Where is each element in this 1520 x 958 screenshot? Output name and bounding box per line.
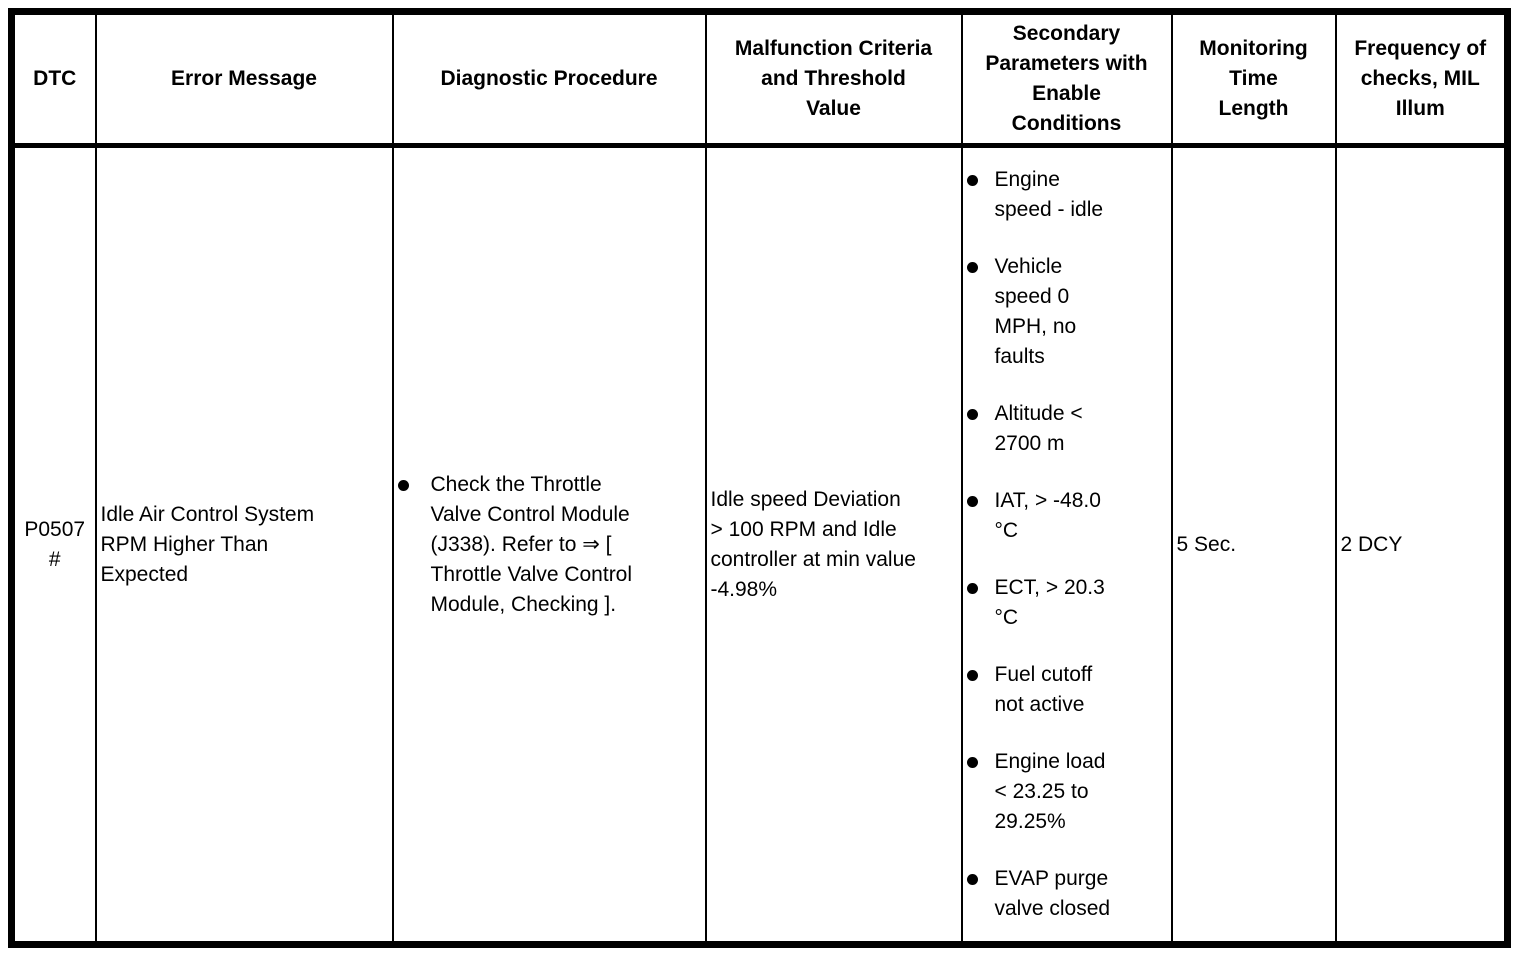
list-item: IAT, > -48.0 °C bbox=[966, 486, 1167, 546]
list-item: Check the Throttle Valve Control Module … bbox=[397, 470, 701, 620]
secondary-parameters-list: Engine speed - idle Vehicle speed 0 MPH,… bbox=[966, 165, 1167, 924]
bullet-icon bbox=[966, 409, 978, 420]
bullet-icon bbox=[966, 874, 978, 885]
dtc-code: P0507 # bbox=[24, 517, 86, 571]
column-header-monitoring-time: Monitoring Time Length bbox=[1170, 10, 1337, 148]
list-item: ECT, > 20.3 °C bbox=[966, 573, 1167, 633]
list-item: Engine load < 23.25 to 29.25% bbox=[966, 747, 1167, 837]
column-header-frequency: Frequency of checks, MIL Illum bbox=[1334, 10, 1509, 148]
list-item: EVAP purge valve closed bbox=[966, 864, 1167, 924]
secondary-parameter-text: Fuel cutoff not active bbox=[994, 663, 1093, 716]
table-row: P0507 # Idle Air Control System RPM High… bbox=[10, 144, 1509, 946]
list-item: Altitude < 2700 m bbox=[966, 399, 1167, 459]
bullet-icon bbox=[966, 496, 978, 507]
diagnostic-procedure-cell: Check the Throttle Valve Control Module … bbox=[391, 144, 707, 946]
secondary-parameters-cell: Engine speed - idle Vehicle speed 0 MPH,… bbox=[960, 144, 1173, 946]
error-message-cell: Idle Air Control System RPM Higher Than … bbox=[94, 144, 394, 946]
bullet-icon bbox=[966, 262, 978, 273]
diagnostic-procedure-text: Check the Throttle Valve Control Module … bbox=[430, 472, 633, 616]
frequency-cell: 2 DCY bbox=[1334, 144, 1509, 946]
bullet-icon bbox=[397, 479, 409, 491]
column-header-dtc: DTC bbox=[10, 10, 97, 148]
header-row: DTC Error Message Diagnostic Procedure M… bbox=[10, 10, 1509, 148]
dtc-table: DTC Error Message Diagnostic Procedure M… bbox=[8, 8, 1511, 948]
secondary-parameter-text: Engine load < 23.25 to 29.25% bbox=[994, 750, 1106, 833]
monitoring-time-cell: 5 Sec. bbox=[1170, 144, 1337, 946]
bullet-icon bbox=[966, 583, 978, 594]
malfunction-criteria-text: Idle speed Deviation > 100 RPM and Idle … bbox=[710, 487, 916, 601]
list-item: Fuel cutoff not active bbox=[966, 660, 1167, 720]
secondary-parameter-text: ECT, > 20.3 °C bbox=[994, 576, 1105, 629]
secondary-parameter-text: Vehicle speed 0 MPH, no faults bbox=[994, 255, 1077, 368]
column-header-error-message: Error Message bbox=[94, 10, 394, 148]
column-header-diagnostic-procedure: Diagnostic Procedure bbox=[391, 10, 707, 148]
secondary-parameter-text: EVAP purge valve closed bbox=[994, 867, 1111, 920]
column-header-secondary-parameters: Secondary Parameters with Enable Conditi… bbox=[960, 10, 1173, 148]
list-item: Vehicle speed 0 MPH, no faults bbox=[966, 252, 1167, 372]
secondary-parameter-text: IAT, > -48.0 °C bbox=[994, 489, 1101, 542]
monitoring-time-text: 5 Sec. bbox=[1176, 532, 1237, 556]
bullet-icon bbox=[966, 175, 978, 186]
malfunction-criteria-cell: Idle speed Deviation > 100 RPM and Idle … bbox=[704, 144, 963, 946]
frequency-text: 2 DCY bbox=[1340, 532, 1403, 556]
diagnostic-procedure-list: Check the Throttle Valve Control Module … bbox=[397, 470, 701, 620]
secondary-parameter-text: Altitude < 2700 m bbox=[994, 402, 1083, 455]
column-header-malfunction-criteria: Malfunction Criteria and Threshold Value bbox=[704, 10, 963, 148]
bullet-icon bbox=[966, 670, 978, 681]
secondary-parameter-text: Engine speed - idle bbox=[994, 168, 1104, 221]
bullet-icon bbox=[966, 757, 978, 768]
error-message-text: Idle Air Control System RPM Higher Than … bbox=[100, 502, 315, 586]
dtc-cell: P0507 # bbox=[10, 144, 97, 946]
list-item: Engine speed - idle bbox=[966, 165, 1167, 225]
